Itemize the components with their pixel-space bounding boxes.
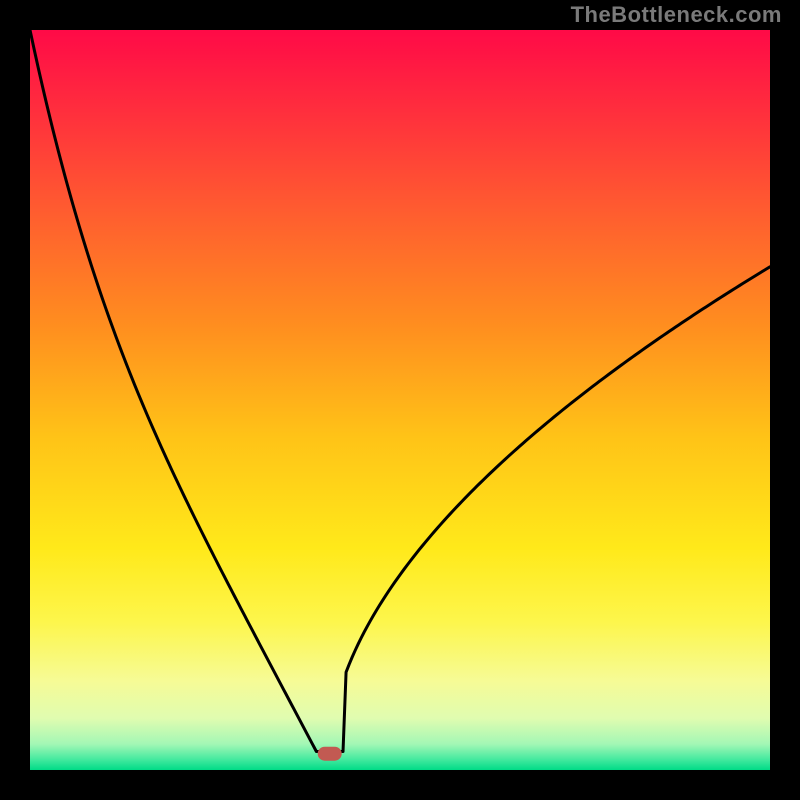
optimum-marker — [318, 747, 342, 761]
bottleneck-chart — [0, 0, 800, 800]
watermark-text: TheBottleneck.com — [571, 2, 782, 28]
